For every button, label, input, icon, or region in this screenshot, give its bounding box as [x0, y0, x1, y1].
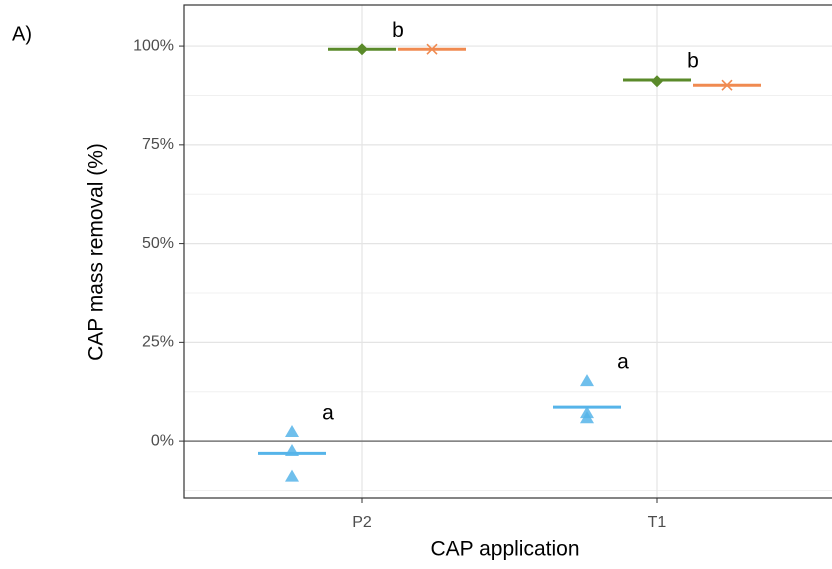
- y-tick-label: 50%: [142, 235, 174, 252]
- y-axis-title: CAP mass removal (%): [85, 143, 108, 361]
- point: [285, 443, 299, 456]
- group-letter: b: [687, 50, 699, 73]
- point: [580, 411, 594, 424]
- panel-label: A): [12, 23, 32, 45]
- point: [356, 43, 368, 56]
- group-letter: a: [617, 351, 629, 374]
- group-letter: b: [392, 19, 404, 42]
- y-tick-label: 0%: [151, 432, 174, 449]
- group-letter: a: [322, 402, 334, 425]
- x-tick-label: T1: [648, 514, 667, 531]
- y-tick-label: 25%: [142, 334, 174, 351]
- point: [285, 425, 299, 438]
- x-axis-title: CAP application: [430, 538, 579, 561]
- point: [285, 469, 299, 482]
- y-tick-label: 75%: [142, 136, 174, 153]
- point: [651, 75, 663, 88]
- panel-border: [183, 4, 832, 499]
- point: [426, 43, 438, 55]
- x-tick-label: P2: [352, 514, 372, 531]
- y-tick-label: 100%: [133, 37, 174, 54]
- point: [580, 374, 594, 387]
- point: [721, 79, 733, 91]
